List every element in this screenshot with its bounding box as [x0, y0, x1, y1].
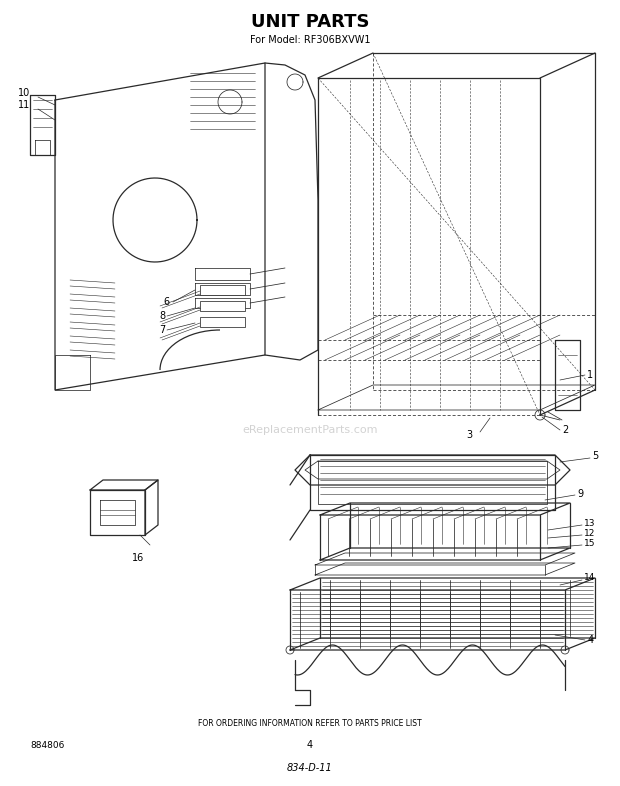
Text: 9: 9: [577, 489, 583, 499]
Bar: [200, 317, 245, 327]
Text: 13: 13: [584, 519, 595, 527]
Text: UNIT PARTS: UNIT PARTS: [250, 13, 370, 31]
Text: 2: 2: [562, 425, 569, 435]
Bar: [200, 285, 245, 295]
Text: 3: 3: [466, 430, 472, 440]
Text: 11: 11: [18, 100, 30, 110]
Text: For Model: RF306BXVW1: For Model: RF306BXVW1: [250, 35, 370, 45]
Text: 7: 7: [159, 325, 165, 335]
Text: 4: 4: [588, 635, 594, 645]
Text: 10: 10: [18, 88, 30, 98]
Text: 16: 16: [132, 553, 144, 563]
Text: 6: 6: [164, 297, 170, 307]
Text: 4: 4: [307, 740, 313, 750]
Text: 12: 12: [584, 528, 595, 538]
Text: 14: 14: [584, 574, 595, 582]
Bar: [200, 301, 245, 311]
Text: eReplacementParts.com: eReplacementParts.com: [242, 425, 378, 435]
Text: 1: 1: [587, 370, 593, 380]
Text: 884806: 884806: [30, 740, 64, 750]
Text: 5: 5: [592, 451, 598, 461]
Text: 15: 15: [584, 538, 595, 548]
Text: 834-D-11: 834-D-11: [287, 763, 333, 773]
Text: 8: 8: [159, 311, 165, 321]
Text: FOR ORDERING INFORMATION REFER TO PARTS PRICE LIST: FOR ORDERING INFORMATION REFER TO PARTS …: [198, 718, 422, 728]
